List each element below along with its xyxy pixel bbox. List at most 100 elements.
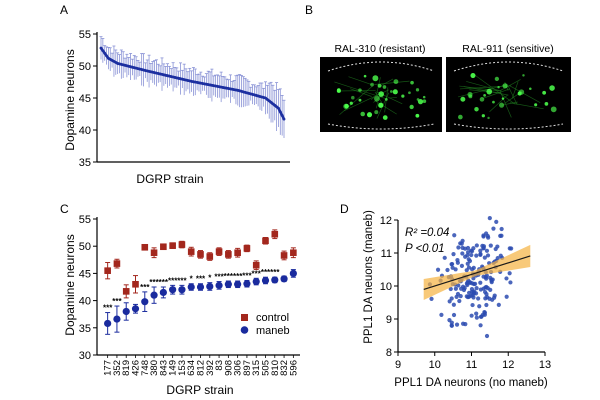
panel-d-point [478,280,483,285]
neuron-soma [392,89,398,95]
panel-c: C 30 35 40 45 50 55 17735281942674838084314915… [60,202,300,397]
panel-d-point [456,283,461,288]
panel-d-point [451,312,457,318]
panel-d-point [474,243,479,248]
panel-b-image1-label: RAL-310 (resistant) [334,43,425,55]
neuron-fiber [459,85,511,90]
panel-d-point [470,293,475,298]
neuron-soma [422,95,426,99]
panel-c-control-point [262,237,269,245]
panel-d-point [504,276,509,281]
neuron-fiber [489,94,508,113]
panel-d-xtick-label: 13 [539,359,551,371]
panel-d-point [488,243,493,248]
panel-d-ytick-label: 9 [386,314,392,326]
neuron-soma [534,103,538,107]
neuron-soma [393,79,399,85]
panel-d-point [471,265,476,270]
panel-c-xtick-label: 306 [233,360,244,376]
panel-b-label: B [305,3,313,17]
panel-c-significance: * [208,274,212,283]
panel-c-xtick-label: 153 [177,360,188,376]
panel-c-maneb-point [196,283,205,291]
panel-d-point [465,294,471,300]
panel-a-point [280,114,284,117]
panel-c-control-point [113,260,121,267]
brain-image-resistant [320,57,442,132]
panel-d-xtick-label: 11 [466,359,477,371]
panel-c-ytick-label: 35 [79,323,91,335]
brain-outline [453,61,564,72]
panel-c-significance: *** [168,276,178,285]
panel-d-fit-line [423,255,531,291]
neuron-fiber [348,76,373,86]
panel-c-axes: 30 35 40 45 50 55 1773528194267483808431491536… [79,214,300,376]
neuron-soma [409,104,414,110]
panel-c-control-point [215,248,223,255]
neuron-fiber [389,97,397,99]
neuron-soma [351,95,355,100]
panel-d-point [457,298,462,304]
panel-d-point [463,254,468,259]
neuron-soma [358,98,362,102]
panel-c-xtick-label: 596 [288,360,299,376]
panel-c-maneb-point [243,280,251,288]
neuron-soma [372,75,379,82]
neuron-soma [458,114,463,120]
panel-c-control-point [234,249,241,257]
panel-a-axes: 35 40 45 50 55 [79,29,290,169]
panel-c-maneb-point [169,286,177,294]
panel-d-point [491,226,496,231]
neuron-soma [474,106,479,112]
panel-c-xtick-label: 149 [168,360,179,376]
panel-c-ytick-label: 45 [79,268,91,280]
neuron-soma [377,83,382,88]
panel-d-point [487,215,492,221]
panel-c-significance: *** [177,276,187,285]
panel-d-ytick-label: 11 [381,248,392,260]
panel-c-significance: *** [214,273,224,282]
panel-a-series [99,36,286,139]
panel-c-control-point [187,248,195,255]
panel-d-point [504,294,509,299]
panel-c-control-point [104,267,111,274]
panel-c-maneb-point [215,281,223,289]
neuron-soma [382,85,387,89]
neuron-fiber [509,102,544,110]
neuron-soma [410,80,414,85]
panel-c-xtick-label: 908 [223,360,234,376]
panel-a-label: A [60,3,68,17]
panel-c-significance: *** [159,278,169,287]
panel-c-control-point [290,249,297,257]
panel-c-label: C [60,202,69,216]
neuron-fiber [370,93,380,100]
neuron-soma [378,102,384,108]
panel-c-control-point [122,288,130,295]
panel-c-ytick-label: 30 [79,350,91,362]
panel-d-point [484,284,489,290]
panel-c-control-point [141,243,149,251]
panel-c-control-point [271,230,279,238]
panel-d-point [459,263,465,268]
panel-d-point [451,252,456,257]
panel-d-point [445,267,450,273]
panel-d-point [449,323,454,328]
panel-d-point [468,248,474,253]
neuron-soma [550,106,557,113]
panel-c-xtick-label: 812 [196,360,207,376]
neuron-fiber [508,86,518,105]
panel-c-maneb-point [150,291,158,299]
panel-a-ylabel: Dopamine neurons [63,49,77,150]
panel-a-point [105,54,108,58]
panel-d-series [423,215,531,339]
panel-c-ytick-label: 50 [79,241,91,253]
panel-c-significance: *** [103,304,113,313]
panel-c-maneb-point [141,298,149,306]
panel-c-maneb-point [234,280,242,288]
panel-d-point [451,302,456,307]
panel-d-point [460,321,466,326]
panel-c-xtick-label: 352 [112,360,123,376]
panel-c-series: ************ *** *** *** * *** * *** *** *** *** **… [103,229,297,335]
neuron-soma [422,99,427,103]
